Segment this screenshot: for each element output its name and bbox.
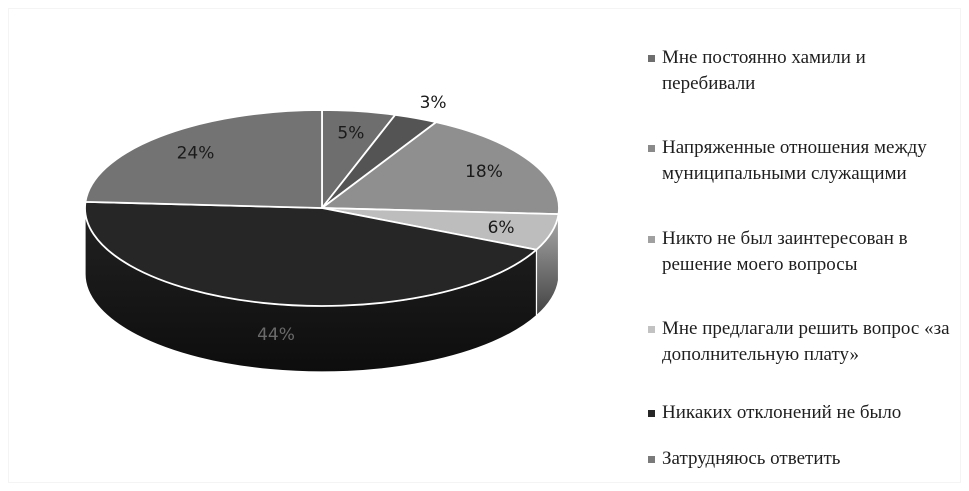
data-label-0: 5% [337, 124, 364, 144]
legend-label: Затрудняюсь ответить [662, 448, 841, 469]
data-label-1: 3% [420, 93, 447, 113]
legend-label: Мне постоянно хамили и перебивали [662, 47, 866, 94]
chart-legend: Мне постоянно хамили и перебивали Напряже… [640, 0, 969, 491]
legend-label: Мне предлагали решить вопрос «за дополни… [662, 318, 950, 365]
legend-item-0: Мне постоянно хамили и перебивали [640, 45, 960, 97]
pie-data-labels: 5% 3% 18% 6% 44% 24% [177, 93, 515, 345]
data-label-4: 44% [257, 325, 295, 345]
legend-label: Никто не был заинтересован в решение мое… [662, 228, 908, 275]
legend-item-1: Напряженные отношения между муниципальны… [640, 135, 960, 187]
pie-slice-2 [321, 121, 560, 216]
legend-marker-icon [648, 145, 655, 152]
legend-marker-icon [648, 326, 655, 333]
pie-chart: 5% 3% 18% 6% 44% 24% [84, 93, 560, 373]
legend-item-5: Затрудняюсь ответить [640, 446, 960, 472]
data-label-5: 24% [177, 143, 215, 163]
legend-label: Никаких отклонений не было [662, 402, 902, 423]
data-label-2: 18% [465, 162, 503, 182]
legend-label: Напряженные отношения между муниципальны… [662, 137, 927, 184]
legend-marker-icon [648, 456, 655, 463]
data-label-3: 6% [488, 218, 515, 238]
legend-item-4: Никаких отклонений не было [640, 400, 960, 426]
chart-frame [8, 8, 961, 483]
pie-slice-4 [84, 200, 538, 307]
legend-item-3: Мне предлагали решить вопрос «за дополни… [640, 316, 960, 368]
pie-slice-5 [84, 109, 323, 209]
legend-item-2: Никто не был заинтересован в решение мое… [640, 226, 960, 278]
pie-top-faces [84, 109, 560, 307]
legend-marker-icon [648, 236, 655, 243]
legend-marker-icon [648, 410, 655, 417]
legend-marker-icon [648, 55, 655, 62]
